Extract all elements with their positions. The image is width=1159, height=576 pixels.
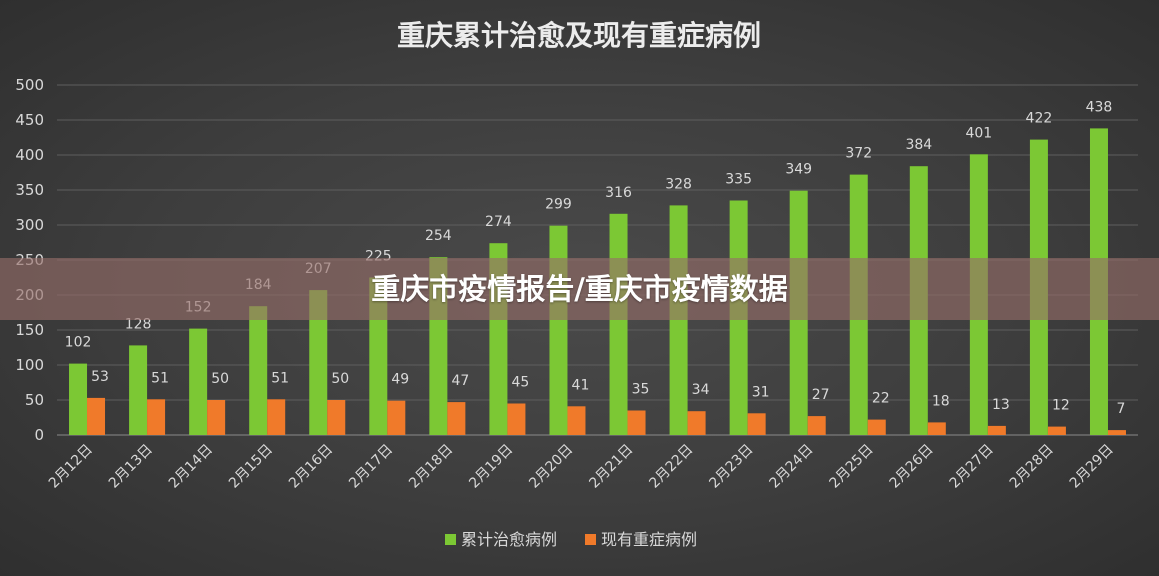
bar-severe	[867, 419, 886, 435]
bar-severe	[927, 422, 946, 435]
data-label-severe: 12	[1052, 398, 1070, 414]
legend-swatch-cured	[445, 534, 456, 545]
data-label-severe: 22	[872, 391, 890, 407]
y-tick-label: 500	[15, 76, 44, 94]
data-label-cured: 384	[905, 137, 932, 153]
bar-cured	[69, 363, 88, 435]
data-label-severe: 53	[91, 369, 109, 385]
legend-label-cured: 累计治愈病例	[461, 530, 557, 549]
data-label-severe: 50	[331, 371, 349, 387]
y-tick-label: 150	[15, 321, 44, 339]
x-tick-label: 2月13日	[106, 442, 156, 492]
data-label-cured: 274	[485, 214, 512, 230]
data-label-cured: 372	[845, 146, 872, 162]
y-tick-label: 400	[15, 146, 44, 164]
legend-swatch-severe	[585, 534, 596, 545]
data-label-severe: 18	[932, 393, 950, 409]
data-label-severe: 49	[391, 372, 409, 388]
data-label-severe: 47	[451, 373, 469, 389]
data-label-severe: 34	[692, 382, 710, 398]
x-tick-label: 2月16日	[286, 442, 336, 492]
banner-title: 重庆市疫情报告/重庆市疫情数据	[371, 272, 788, 306]
bar-severe	[987, 425, 1006, 435]
x-tick-label: 2月24日	[767, 442, 817, 492]
data-label-severe: 31	[752, 384, 770, 400]
data-label-cured: 102	[65, 335, 92, 351]
bar-severe	[567, 406, 586, 435]
bar-cured	[129, 345, 148, 435]
x-tick-label: 2月22日	[646, 442, 696, 492]
x-tick-label: 2月17日	[346, 442, 396, 492]
data-label-severe: 13	[992, 397, 1010, 413]
x-tick-label: 2月18日	[406, 442, 456, 492]
bar-severe	[1107, 430, 1126, 435]
y-tick-label: 0	[34, 426, 44, 444]
x-tick-label: 2月29日	[1067, 442, 1117, 492]
x-tick-label: 2月23日	[706, 442, 756, 492]
y-tick-label: 450	[15, 111, 44, 129]
data-label-cured: 316	[605, 185, 632, 201]
x-tick-label: 2月26日	[887, 442, 937, 492]
x-tick-label: 2月14日	[166, 442, 216, 492]
data-label-cured: 422	[1026, 111, 1053, 127]
data-label-cured: 349	[785, 162, 812, 178]
data-label-cured: 401	[965, 125, 992, 141]
bar-severe	[207, 400, 226, 435]
y-tick-label: 300	[15, 216, 44, 234]
bar-severe	[447, 402, 466, 435]
x-tick-label: 2月15日	[226, 442, 276, 492]
bar-cured	[669, 205, 688, 435]
y-tick-label: 100	[15, 356, 44, 374]
data-label-cured: 254	[425, 228, 452, 244]
data-label-severe: 35	[632, 382, 650, 398]
chart-title: 重庆累计治愈及现有重症病例	[397, 19, 761, 52]
bar-severe	[1047, 426, 1066, 435]
data-label-severe: 45	[512, 375, 530, 391]
x-tick-label: 2月28日	[1007, 442, 1057, 492]
data-label-cured: 128	[125, 316, 152, 332]
bar-severe	[807, 416, 826, 435]
grid-lines	[57, 84, 1138, 436]
data-label-severe: 7	[1117, 401, 1126, 417]
data-label-cured: 299	[545, 197, 572, 213]
data-label-severe: 51	[151, 370, 169, 386]
bar-severe	[507, 403, 526, 435]
x-tick-label: 2月19日	[466, 442, 516, 492]
x-tick-label: 2月21日	[586, 442, 636, 492]
bar-cured	[609, 213, 628, 435]
data-label-severe: 51	[271, 370, 289, 386]
bar-severe	[147, 399, 166, 435]
data-label-cured: 438	[1086, 99, 1113, 115]
bar-severe	[747, 413, 766, 435]
legend: 累计治愈病例 现有重症病例	[445, 530, 697, 549]
x-tick-label: 2月25日	[827, 442, 877, 492]
bar-severe	[267, 399, 286, 435]
x-tick-label: 2月12日	[46, 442, 96, 492]
bar-severe	[387, 400, 406, 435]
bar-severe	[687, 411, 706, 435]
y-axis: 050100150200250300350400450500	[15, 76, 44, 444]
y-tick-label: 50	[25, 391, 44, 409]
y-tick-label: 350	[15, 181, 44, 199]
data-label-severe: 50	[211, 371, 229, 387]
data-label-severe: 27	[812, 387, 830, 403]
legend-label-severe: 现有重症病例	[601, 530, 697, 549]
bar-cured	[249, 306, 268, 435]
banner-overlay	[0, 258, 1159, 320]
x-tick-label: 2月20日	[526, 442, 576, 492]
x-tick-label: 2月27日	[947, 442, 997, 492]
bar-severe	[627, 410, 646, 435]
x-axis: 2月12日 2月13日 2月14日 2月15日 2月16日 2月17日 2月18日 2月19日…	[46, 442, 1117, 492]
bar-severe	[327, 400, 346, 435]
bar-cured	[309, 290, 328, 435]
data-label-cured: 335	[725, 172, 752, 188]
bar-severe	[87, 397, 106, 435]
data-label-cured: 328	[665, 176, 692, 192]
data-label-severe: 41	[572, 377, 590, 393]
bar-cured	[189, 328, 208, 435]
